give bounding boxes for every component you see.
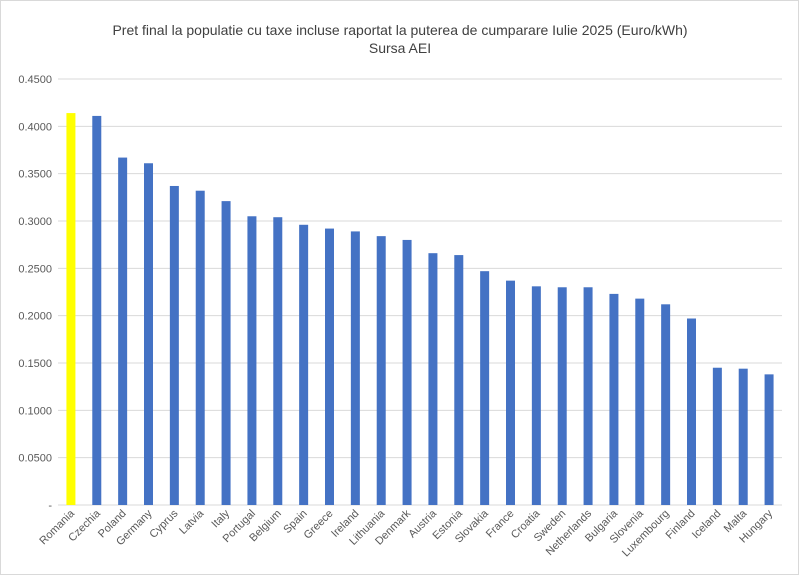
chart-title: Pret final la populatie cu taxe incluse … bbox=[112, 22, 688, 38]
bar-austria bbox=[428, 253, 438, 505]
bar-slovakia bbox=[480, 271, 490, 505]
bar-germany bbox=[144, 163, 153, 505]
y-tick-label: 0.2000 bbox=[18, 311, 52, 323]
y-tick-label: 0.0500 bbox=[18, 453, 52, 465]
bar-cyprus bbox=[169, 185, 179, 505]
bar-croatia bbox=[531, 286, 541, 505]
y-tick-label: - bbox=[48, 500, 52, 512]
bar-spain bbox=[299, 224, 309, 505]
bar-sweden bbox=[557, 287, 567, 505]
bar-greece bbox=[325, 228, 334, 505]
y-tick-label: 0.4000 bbox=[18, 121, 52, 133]
y-tick-label: 0.2500 bbox=[18, 263, 52, 275]
bar-france bbox=[506, 280, 515, 505]
bar-belgium bbox=[273, 217, 283, 506]
y-tick-label: 0.1500 bbox=[18, 358, 52, 370]
y-tick-label: 0.4500 bbox=[18, 74, 52, 86]
y-tick-label: 0.3000 bbox=[18, 216, 52, 228]
bar-lithuania bbox=[376, 236, 386, 505]
bar-bulgaria bbox=[609, 293, 619, 505]
bar-netherlands bbox=[583, 287, 593, 505]
y-tick-label: 0.1000 bbox=[18, 405, 52, 417]
bar-italy bbox=[221, 201, 231, 505]
bar-poland bbox=[118, 157, 128, 505]
bars bbox=[66, 113, 774, 506]
x-tick-label: Cyprus bbox=[147, 507, 180, 540]
chart-subtitle: Sursa AEI bbox=[368, 40, 432, 56]
bar-latvia bbox=[195, 190, 205, 505]
x-tick-label: Latvia bbox=[177, 507, 207, 537]
bar-portugal bbox=[247, 216, 257, 505]
bar-slovenia bbox=[635, 298, 645, 505]
y-tick-label: 0.3500 bbox=[18, 169, 52, 181]
bar-hungary bbox=[764, 374, 774, 505]
x-tick-label: Iceland bbox=[690, 508, 724, 542]
x-tick-label: Greece bbox=[302, 508, 336, 542]
bar-finland bbox=[687, 318, 696, 505]
bar-czechia bbox=[92, 115, 102, 506]
bar-romania bbox=[66, 113, 76, 505]
bar-denmark bbox=[402, 239, 412, 505]
bar-luxembourg bbox=[661, 304, 671, 505]
bar-malta bbox=[738, 368, 748, 505]
bar-ireland bbox=[350, 231, 360, 505]
y-axis-ticks: - 0.0500 0.1000 0.1500 0.2000 0.2500 0.3000 0.3… bbox=[18, 74, 52, 512]
bar-iceland bbox=[712, 367, 722, 505]
gridlines bbox=[58, 78, 782, 506]
bar-estonia bbox=[454, 255, 464, 505]
